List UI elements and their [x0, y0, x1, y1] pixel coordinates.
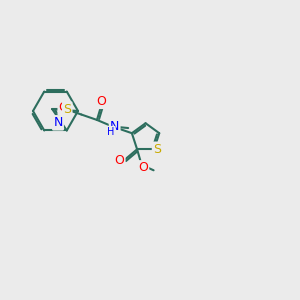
Text: N: N	[53, 116, 63, 129]
Text: H: H	[107, 127, 115, 137]
Text: O: O	[138, 161, 148, 174]
Text: O: O	[115, 154, 124, 167]
Text: N: N	[110, 120, 119, 133]
Text: S: S	[153, 143, 161, 156]
Text: O: O	[97, 95, 106, 108]
Text: S: S	[63, 103, 71, 116]
Text: O: O	[59, 101, 69, 114]
